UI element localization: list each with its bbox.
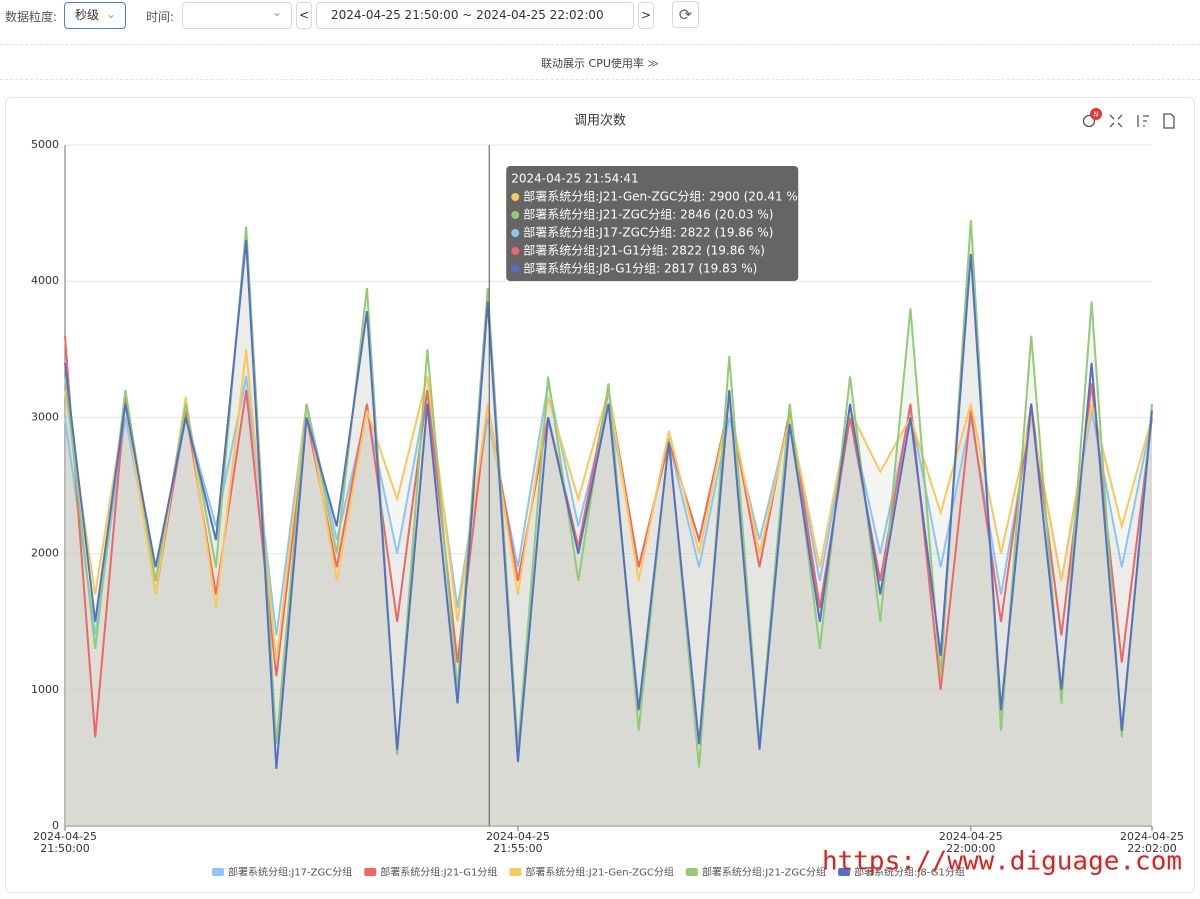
- y-tick-label: 4000: [31, 274, 59, 287]
- legend-label: 部署系统分组:J21-G1分组: [380, 866, 497, 879]
- badge: [1090, 108, 1102, 120]
- toolbox-icon[interactable]: [1109, 114, 1123, 128]
- tooltip-dot: [511, 193, 520, 201]
- chevron: ⌄: [105, 7, 116, 21]
- y-tick-label: 1000: [31, 683, 59, 696]
- tooltip-dot: [511, 247, 520, 255]
- toolbox-icon[interactable]: [1082, 114, 1096, 128]
- toolbox: [1082, 113, 1175, 129]
- y-tick-label: 2000: [31, 547, 59, 560]
- x-tick-label-line: 21:50:00: [40, 842, 89, 855]
- link-toggle[interactable]: 联动展示 CPU使用率 ≫: [0, 55, 1200, 71]
- y-tick-label: 5000: [31, 138, 59, 151]
- area: [65, 240, 1152, 827]
- refresh-button[interactable]: ⟳: [672, 1, 699, 28]
- chevron: ≫: [647, 57, 659, 70]
- time-select[interactable]: ⌄: [182, 2, 292, 29]
- x-tick-label: 2024-04-25 21:55:00: [486, 830, 550, 855]
- tooltip-item: 部署系统分组:J21-Gen-ZGC分组: 2900 (20.41 %): [523, 189, 802, 204]
- range-input[interactable]: 2024-04-25 21:50:00 ~ 2024-04-25 22:02:0…: [316, 2, 634, 29]
- y-tick-label: 0: [52, 819, 59, 832]
- watermark: https://www.diguage.com: [822, 847, 1182, 877]
- legend-swatch: [509, 868, 522, 876]
- area: [65, 335, 1152, 826]
- series-line: [64, 219, 1153, 768]
- chevron: ⌄: [271, 5, 282, 19]
- granularity-value: 秒级: [75, 8, 100, 22]
- granularity-label: 数据粒度:: [5, 10, 58, 24]
- x-tick-label-line: 21:55:00: [493, 842, 542, 855]
- legend-label: 部署系统分组:J8-G1分组: [854, 866, 965, 879]
- legend-label: 部署系统分组:J17-ZGC分组: [228, 866, 352, 879]
- x-tick-label-line: 22:00:00: [946, 842, 995, 855]
- x-tick-label: 2024-04-25 22:02:00: [1120, 830, 1184, 855]
- x-tick-label-line: 2024-04-25: [939, 830, 1003, 843]
- tooltip-item: 部署系统分组:J8-G1分组: 2817 (19.83 %): [523, 261, 757, 276]
- time-label: 时间:: [146, 10, 175, 24]
- legend-swatch: [364, 868, 377, 876]
- x-tick-label-line: 2024-04-25: [486, 830, 550, 843]
- x-tick-label-line: 22:02:00: [1127, 842, 1176, 855]
- badge-text: N: [1093, 111, 1098, 119]
- tooltip-dot: [511, 211, 520, 219]
- next-button[interactable]: >: [638, 2, 654, 29]
- area: [65, 219, 1152, 826]
- legend-label: 部署系统分组:J21-ZGC分组: [702, 866, 826, 879]
- area: [65, 349, 1152, 826]
- x-tick-label: 2024-04-25 21:50:00: [33, 830, 97, 855]
- link-text: 联动展示 CPU使用率: [541, 57, 644, 70]
- tooltip-dot: [511, 265, 520, 273]
- legend-label: 部署系统分组:J21-Gen-ZGC分组: [525, 866, 673, 879]
- chart-title: 调用次数: [574, 113, 626, 129]
- tooltip-item: 部署系统分组:J21-ZGC分组: 2846 (20.03 %): [523, 207, 773, 222]
- tooltip-item: 部署系统分组:J21-G1分组: 2822 (19.86 %): [523, 243, 765, 258]
- divider: [0, 79, 1200, 80]
- tooltip: 2024-04-25 21:54:41 部署系统分组:J21-Gen-ZGC分组:…: [506, 166, 803, 281]
- legend-swatch: [838, 868, 851, 876]
- divider: [0, 44, 1200, 45]
- x-tick-label-line: 2024-04-25: [1120, 830, 1184, 843]
- area: [65, 376, 1152, 826]
- x-tick-label-line: 2024-04-25: [33, 830, 97, 843]
- chart-card: [5, 97, 1195, 893]
- prev-button[interactable]: <: [296, 2, 312, 29]
- series-line: [64, 240, 1153, 769]
- tooltip-item: 部署系统分组:J17-ZGC分组: 2822 (19.86 %): [523, 225, 773, 240]
- tooltip-box: [506, 166, 799, 281]
- tooltip-title: 2024-04-25 21:54:41: [511, 172, 638, 186]
- toolbox-icon[interactable]: [1137, 115, 1149, 127]
- toolbox-icon[interactable]: [1163, 113, 1175, 129]
- x-tick-label: 2024-04-25 22:00:00: [939, 830, 1003, 855]
- tooltip-dot: [511, 229, 520, 237]
- granularity-select[interactable]: 秒级 ⌄: [64, 2, 126, 29]
- range-text: 2024-04-25 21:50:00 ~ 2024-04-25 22:02:0…: [331, 8, 604, 22]
- legend-swatch: [685, 868, 698, 876]
- y-tick-label: 3000: [31, 410, 59, 423]
- legend-swatch: [212, 868, 224, 876]
